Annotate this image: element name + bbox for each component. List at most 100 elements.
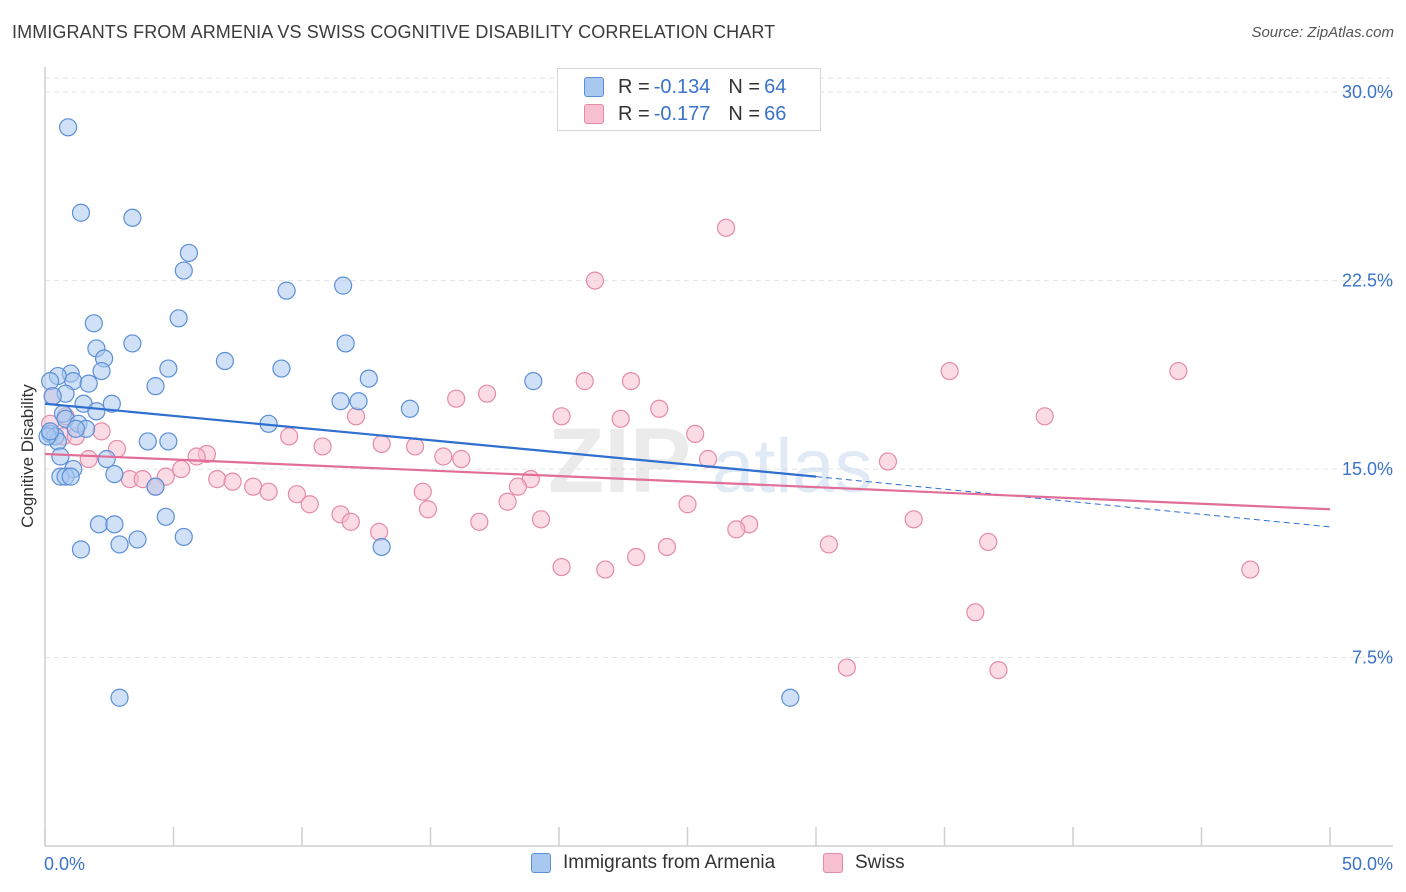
swiss-point <box>686 424 705 443</box>
armenia-point <box>159 432 178 451</box>
armenia-point <box>79 374 98 393</box>
swiss-point <box>1241 560 1260 579</box>
armenia-point <box>272 359 291 378</box>
swiss-point <box>989 660 1008 680</box>
armenia-point <box>400 399 420 418</box>
legend-r-value: -0.134 <box>653 75 711 98</box>
armenia-point <box>174 527 193 547</box>
armenia-point <box>51 447 70 466</box>
swiss-point <box>92 422 111 441</box>
armenia-point <box>524 372 543 391</box>
armenia-point <box>372 537 391 557</box>
swiss-point <box>878 452 898 471</box>
armenia-point <box>87 402 106 421</box>
swiss-point <box>819 535 838 554</box>
bottom-legend-swatch-swiss <box>823 853 843 873</box>
legend-n-value: 64 <box>764 75 787 98</box>
armenia-point <box>331 392 350 411</box>
armenia-point <box>89 515 109 534</box>
legend-n-value: 66 <box>764 102 787 125</box>
swiss-point <box>498 492 517 511</box>
armenia-points <box>38 118 800 707</box>
bottom-legend-label-swiss: Swiss <box>855 852 905 873</box>
swiss-point <box>727 520 746 539</box>
legend-row-armenia: R = -0.134 N = 64 <box>584 75 786 99</box>
swiss-point <box>313 437 332 456</box>
legend-n-label: N = <box>728 102 761 125</box>
swiss-point <box>447 389 466 408</box>
axes <box>44 67 1393 847</box>
armenia-point <box>41 422 60 441</box>
swiss-points <box>41 218 1260 680</box>
swiss-point <box>552 557 571 577</box>
armenia-point <box>146 477 165 496</box>
swiss-point <box>678 495 697 514</box>
armenia-point <box>105 464 124 484</box>
swiss-point <box>716 218 736 237</box>
swiss-point <box>346 407 366 426</box>
swiss-point <box>477 384 497 403</box>
y-tick-label: 22.5% <box>1342 271 1393 291</box>
swiss-point <box>405 437 425 456</box>
armenia-point <box>59 118 78 137</box>
swiss-point <box>452 449 471 469</box>
swiss-point <box>280 427 299 446</box>
swiss-point <box>470 512 489 531</box>
swiss-point <box>434 447 453 466</box>
armenia-point <box>97 449 116 469</box>
swiss-point <box>372 434 391 454</box>
bottom-legend-swiss: Swiss <box>823 851 905 875</box>
swiss-point <box>1035 407 1054 426</box>
armenia-point <box>359 369 378 388</box>
y-axis-label: Cognitive Disability <box>18 384 37 528</box>
swiss-point <box>287 485 306 504</box>
armenia-point <box>41 372 60 391</box>
y-tick-label: 7.5% <box>1352 648 1393 668</box>
legend-r-value: -0.177 <box>653 102 711 125</box>
bottom-legend-label-armenia: Immigrants from Armenia <box>563 852 776 873</box>
armenia-point <box>61 467 80 486</box>
correlation-legend: R = -0.134 N = 64 R = -0.177 N = 66 <box>557 68 821 131</box>
bottom-legend-armenia: Immigrants from Armenia <box>531 851 775 875</box>
swiss-point <box>1169 361 1188 381</box>
swiss-point <box>621 372 641 391</box>
trend-lines <box>44 402 1331 528</box>
swiss-point <box>413 482 432 501</box>
armenia-point <box>174 261 193 280</box>
swiss-point <box>508 477 527 496</box>
armenia-point <box>334 276 353 295</box>
swiss-point <box>300 495 319 514</box>
swiss-point <box>940 361 959 381</box>
legend-r-label: R = <box>618 102 650 125</box>
armenia-point <box>128 530 147 549</box>
armenia-point <box>146 377 165 396</box>
armenia-point <box>349 392 368 411</box>
chart-title: IMMIGRANTS FROM ARMENIA VS SWISS COGNITI… <box>12 22 776 42</box>
swiss-point <box>657 537 677 557</box>
tick-labels: 7.5% 15.0% 22.5% 30.0% 0.0% 50.0% <box>44 82 1393 874</box>
swiss-point <box>575 372 594 391</box>
swiss-point <box>596 560 615 579</box>
legend-swatch-armenia <box>584 77 604 97</box>
swiss-point <box>172 459 191 479</box>
swiss-point <box>79 449 98 469</box>
armenia-point <box>71 540 91 559</box>
armenia-point <box>102 394 121 413</box>
armenia-point <box>781 688 800 707</box>
swiss-point <box>979 532 998 552</box>
armenia-point <box>123 334 142 353</box>
armenia-trend-extension <box>815 476 1331 528</box>
y-tick-label: 15.0% <box>1342 459 1393 479</box>
armenia-point <box>92 361 111 381</box>
swiss-point <box>244 477 263 496</box>
swiss-point <box>552 407 571 426</box>
legend-row-swiss: R = -0.177 N = 66 <box>584 102 786 126</box>
armenia-point <box>110 688 129 707</box>
armenia-point <box>336 334 355 353</box>
swiss-point <box>650 399 669 418</box>
legend-r-label: R = <box>618 75 650 98</box>
armenia-point <box>156 507 175 526</box>
armenia-point <box>71 203 91 222</box>
armenia-point <box>215 351 234 371</box>
